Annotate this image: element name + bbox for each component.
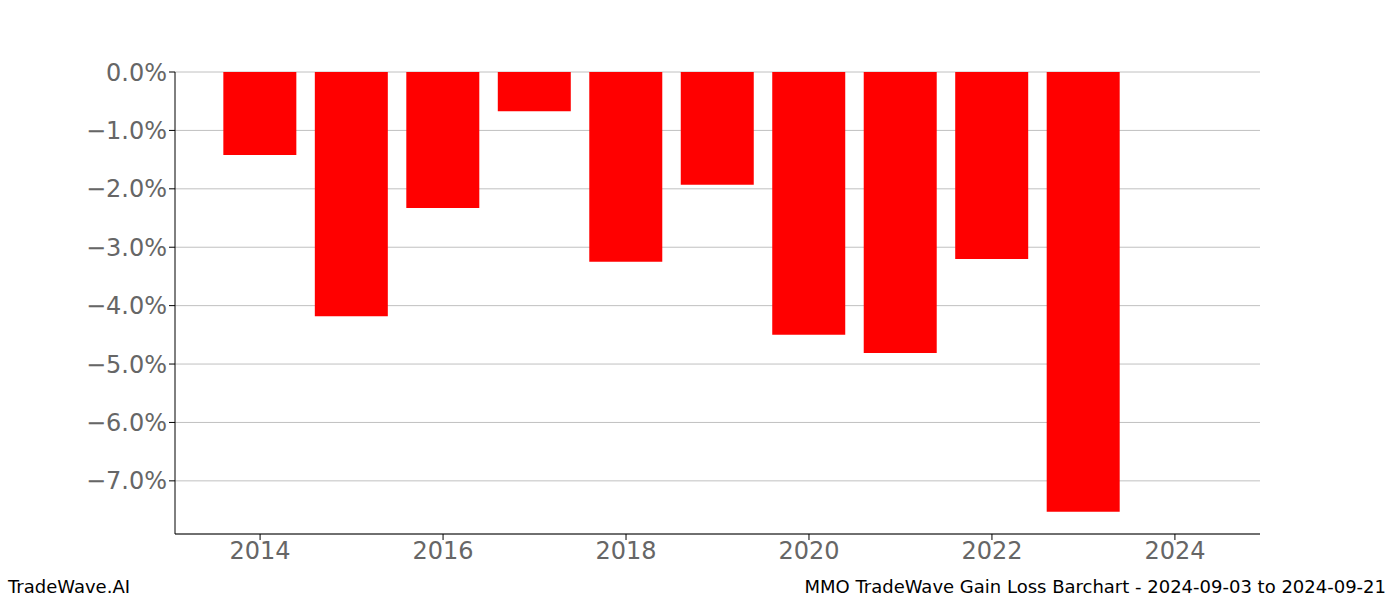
svg-text:−7.0%: −7.0%: [86, 467, 167, 495]
svg-text:−4.0%: −4.0%: [86, 292, 167, 320]
html-text:MMO TradeWave Gain Loss Barcha: MMO TradeWave Gain Loss Barchart - 2024-…: [804, 576, 1386, 597]
svg-text:2016: 2016: [413, 537, 474, 565]
svg-text:0.0%: 0.0%: [106, 59, 167, 87]
svg-text:−6.0%: −6.0%: [86, 409, 167, 437]
svg-text:2014: 2014: [230, 537, 291, 565]
svg-text:−1.0%: −1.0%: [86, 117, 167, 145]
svg-text:−2.0%: −2.0%: [86, 175, 167, 203]
svg-text:−3.0%: −3.0%: [86, 234, 167, 262]
svg-text:−5.0%: −5.0%: [86, 351, 167, 379]
svg-text:2024: 2024: [1144, 537, 1205, 565]
svg-text:2018: 2018: [595, 537, 656, 565]
svg-text:2020: 2020: [778, 537, 839, 565]
html-text:TradeWave.AI: TradeWave.AI: [8, 576, 130, 597]
svg-text:2022: 2022: [961, 537, 1022, 565]
